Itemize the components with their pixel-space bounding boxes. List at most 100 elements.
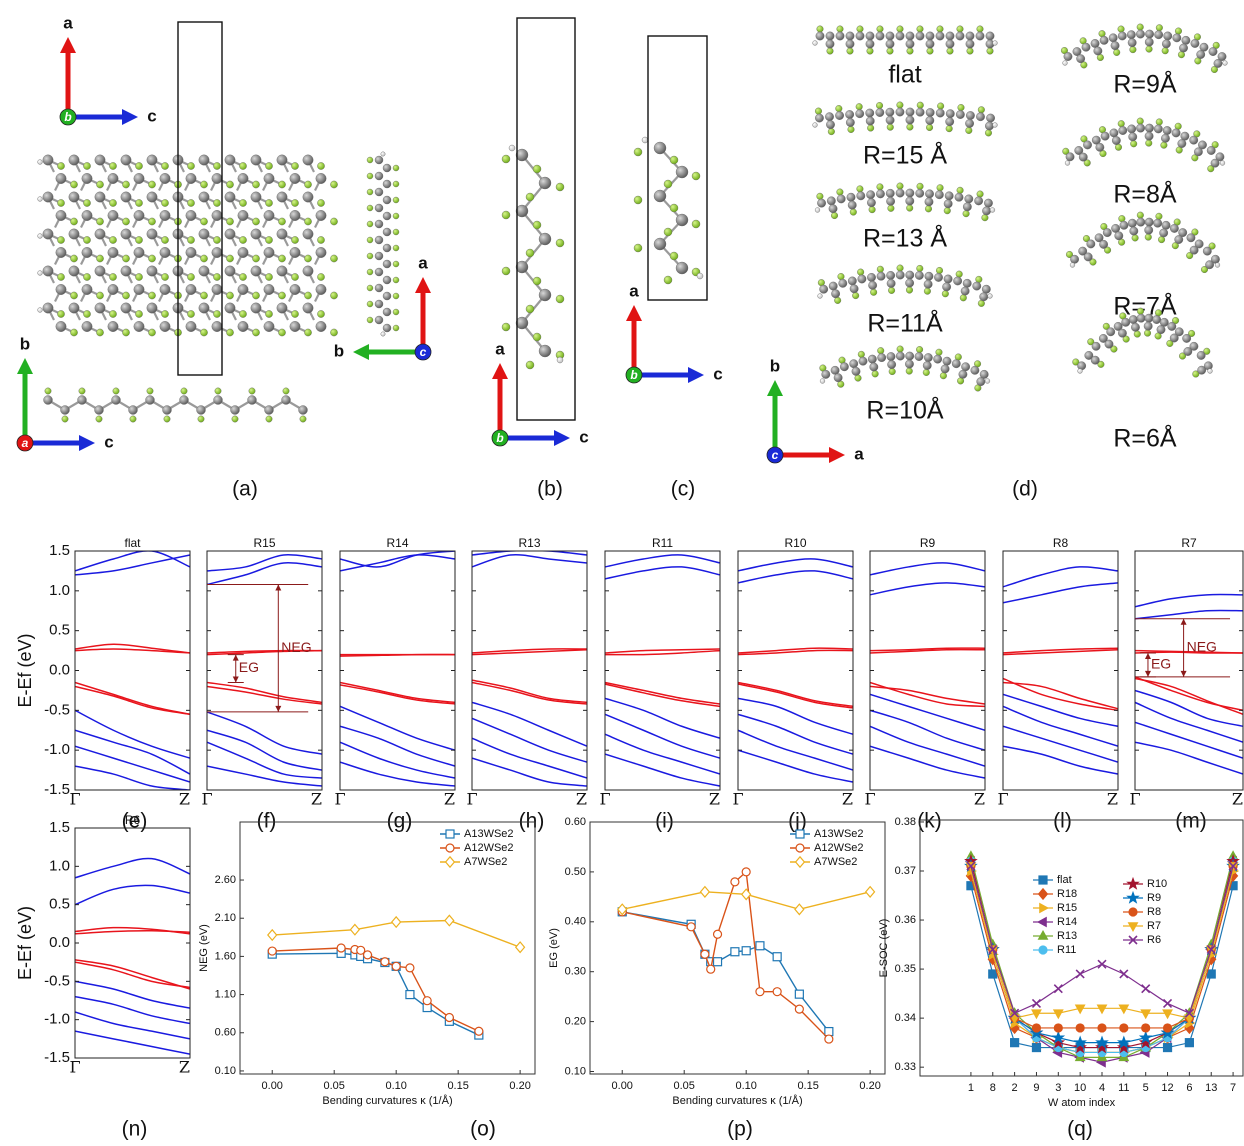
atom [1129,133,1137,141]
marker [364,951,372,959]
atom [817,199,825,207]
atom [238,210,248,220]
atom [958,104,965,111]
atom [265,236,272,243]
atom [946,117,954,125]
atom [670,156,678,164]
k-label: Z [179,790,190,809]
atom [817,193,824,200]
atom [383,260,391,268]
atom [906,116,914,124]
atom [1145,226,1153,234]
atom [212,210,222,220]
atom [840,363,848,371]
atom [896,352,904,360]
atom [906,271,914,279]
atom [375,284,383,292]
atom [924,353,932,361]
atom [985,122,993,130]
atom [161,236,168,243]
x-tick-label: 0.05 [323,1080,344,1092]
atom [936,267,943,274]
atom [984,199,992,207]
atom [200,255,207,262]
atom [181,388,187,394]
atom [96,416,102,422]
atom [147,266,157,276]
y-tick-label: -0.5 [44,701,70,718]
atom [225,266,235,276]
marker [756,942,764,950]
atom [944,275,952,283]
marker [1011,1039,1019,1047]
atom [43,266,53,276]
atom [303,229,313,239]
atom [198,416,204,422]
legend-label: R15 [1057,902,1077,914]
atom [944,207,951,214]
marker [268,947,276,955]
legend-label: A12WSe2 [814,842,864,854]
k-label: Γ [466,790,477,809]
atom [1197,366,1205,374]
atom [1214,59,1222,67]
atom [846,40,854,48]
atom [375,316,383,324]
marker [475,1027,483,1035]
atom [935,191,943,199]
atom [291,199,298,206]
atom [1161,134,1169,142]
atom [122,292,129,299]
atom [977,191,984,198]
atom [850,285,858,293]
atom [57,236,64,243]
atom [1211,159,1219,167]
atom [839,279,847,287]
atom [239,273,246,280]
atom [393,261,399,267]
atom [887,360,895,368]
atom [1136,30,1144,38]
atom [697,273,703,279]
atom [859,357,867,365]
atom [1082,43,1090,51]
atom [926,40,934,48]
atom [393,245,399,251]
atom [1157,325,1165,333]
atom [642,137,648,143]
atom [38,160,43,165]
atom [815,108,822,115]
atom [818,294,823,299]
atom [966,111,974,119]
legend-label: R18 [1057,888,1077,900]
atom [1181,132,1189,140]
atom [533,333,541,341]
atom [857,186,864,193]
structure-label: R=15 Å [863,140,947,170]
marker [337,944,345,952]
marker [1054,1024,1062,1032]
atom [367,173,373,179]
atom [1103,228,1111,236]
k-label: Γ [1129,790,1140,809]
legend-label: R10 [1147,878,1167,890]
atom [249,388,255,394]
atom [1083,141,1091,149]
atom [383,164,391,172]
panel-caption: (b) [537,478,563,501]
atom [1145,132,1153,140]
panel-caption: (g) [387,810,413,833]
atom [225,229,235,239]
marker [1032,1024,1040,1032]
panel-title: R13 [518,536,540,550]
atom [330,255,337,262]
atom [1101,132,1109,140]
panel-caption: (c) [671,478,696,501]
atom [850,360,858,368]
atom [925,206,932,213]
atom [38,234,43,239]
atom [393,325,399,331]
k-label: Γ [864,790,875,809]
atom [291,310,298,317]
atom [264,247,274,257]
